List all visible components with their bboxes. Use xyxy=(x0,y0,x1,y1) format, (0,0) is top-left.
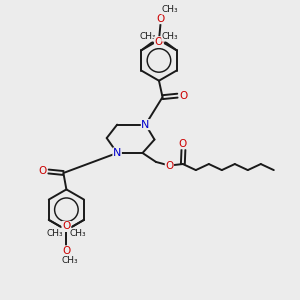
Text: CH₃: CH₃ xyxy=(70,229,86,238)
Text: CH₃: CH₃ xyxy=(46,229,63,238)
Text: O: O xyxy=(62,221,70,231)
Text: CH₃: CH₃ xyxy=(162,5,178,14)
Text: CH₃: CH₃ xyxy=(140,32,156,41)
Text: O: O xyxy=(62,246,70,256)
Text: N: N xyxy=(141,120,150,130)
Text: CH₃: CH₃ xyxy=(61,256,78,265)
Text: N: N xyxy=(113,148,121,158)
Text: O: O xyxy=(179,91,188,101)
Text: CH₃: CH₃ xyxy=(162,32,178,41)
Text: O: O xyxy=(155,37,163,47)
Text: O: O xyxy=(165,160,173,170)
Text: O: O xyxy=(156,14,165,24)
Text: O: O xyxy=(179,139,187,149)
Text: O: O xyxy=(38,167,46,176)
Text: O: O xyxy=(62,221,71,231)
Text: O: O xyxy=(154,37,163,47)
